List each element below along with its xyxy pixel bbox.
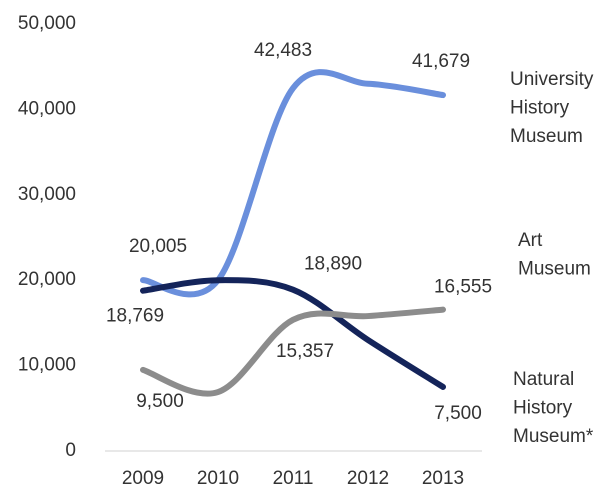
series-line bbox=[140, 69, 446, 298]
y-tick-label: 30,000 bbox=[18, 184, 76, 205]
x-tick-label: 2010 bbox=[197, 468, 239, 489]
y-tick-label: 10,000 bbox=[18, 355, 76, 376]
y-tick-label: 50,000 bbox=[18, 13, 76, 34]
data-label: 15,357 bbox=[276, 341, 334, 362]
legend-label: Natural History Museum* bbox=[513, 369, 594, 447]
data-label: 18,890 bbox=[304, 254, 362, 275]
series-line bbox=[140, 277, 446, 390]
data-label: 9,500 bbox=[136, 391, 184, 412]
legend-word: Natural bbox=[513, 369, 580, 390]
data-label: 20,005 bbox=[129, 236, 187, 257]
x-tick-label: 2009 bbox=[122, 468, 164, 489]
legend-word: Museum bbox=[518, 259, 591, 280]
legend-word: History bbox=[510, 98, 574, 119]
legend-word: Museum bbox=[510, 126, 583, 147]
x-tick-label: 2012 bbox=[347, 468, 389, 489]
data-label: 41,679 bbox=[412, 51, 470, 72]
legend-label: Art Museum bbox=[518, 230, 591, 280]
legend-word: University bbox=[510, 69, 599, 90]
legend-word: Art bbox=[518, 230, 548, 251]
y-tick-label: 40,000 bbox=[18, 98, 76, 119]
series-line bbox=[140, 306, 446, 397]
data-label: 42,483 bbox=[254, 40, 312, 61]
y-tick-label: 20,000 bbox=[18, 269, 76, 290]
data-label: 7,500 bbox=[434, 403, 482, 424]
x-tick-label: 2013 bbox=[422, 468, 464, 489]
legend-label: University History Museum bbox=[510, 69, 599, 147]
legend-word: History bbox=[513, 398, 577, 419]
legend-word: Museum* bbox=[513, 426, 594, 447]
data-label: 16,555 bbox=[434, 277, 492, 298]
data-label: 18,769 bbox=[106, 306, 164, 327]
x-tick-label: 2011 bbox=[273, 468, 314, 489]
y-tick-label: 0 bbox=[65, 440, 76, 461]
